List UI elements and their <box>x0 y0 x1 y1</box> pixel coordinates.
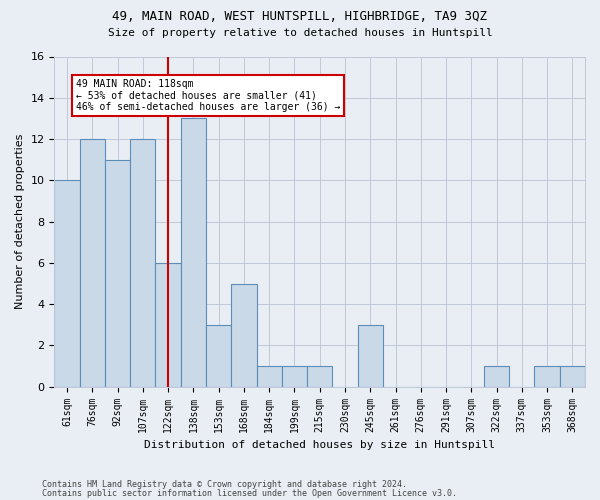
Text: 49 MAIN ROAD: 118sqm
← 53% of detached houses are smaller (41)
46% of semi-detac: 49 MAIN ROAD: 118sqm ← 53% of detached h… <box>76 79 340 112</box>
Bar <box>80 139 105 386</box>
X-axis label: Distribution of detached houses by size in Huntspill: Distribution of detached houses by size … <box>144 440 495 450</box>
Bar <box>257 366 282 386</box>
Bar <box>307 366 332 386</box>
Y-axis label: Number of detached properties: Number of detached properties <box>15 134 25 310</box>
Bar <box>55 180 80 386</box>
Bar <box>535 366 560 386</box>
Bar <box>282 366 307 386</box>
Bar <box>130 139 155 386</box>
Bar <box>206 325 231 386</box>
Bar <box>358 325 383 386</box>
Bar <box>181 118 206 386</box>
Bar <box>105 160 130 386</box>
Text: Size of property relative to detached houses in Huntspill: Size of property relative to detached ho… <box>107 28 493 38</box>
Bar <box>560 366 585 386</box>
Text: Contains public sector information licensed under the Open Government Licence v3: Contains public sector information licen… <box>42 488 457 498</box>
Bar <box>231 284 257 387</box>
Bar <box>155 263 181 386</box>
Text: 49, MAIN ROAD, WEST HUNTSPILL, HIGHBRIDGE, TA9 3QZ: 49, MAIN ROAD, WEST HUNTSPILL, HIGHBRIDG… <box>113 10 487 23</box>
Text: Contains HM Land Registry data © Crown copyright and database right 2024.: Contains HM Land Registry data © Crown c… <box>42 480 407 489</box>
Bar <box>484 366 509 386</box>
